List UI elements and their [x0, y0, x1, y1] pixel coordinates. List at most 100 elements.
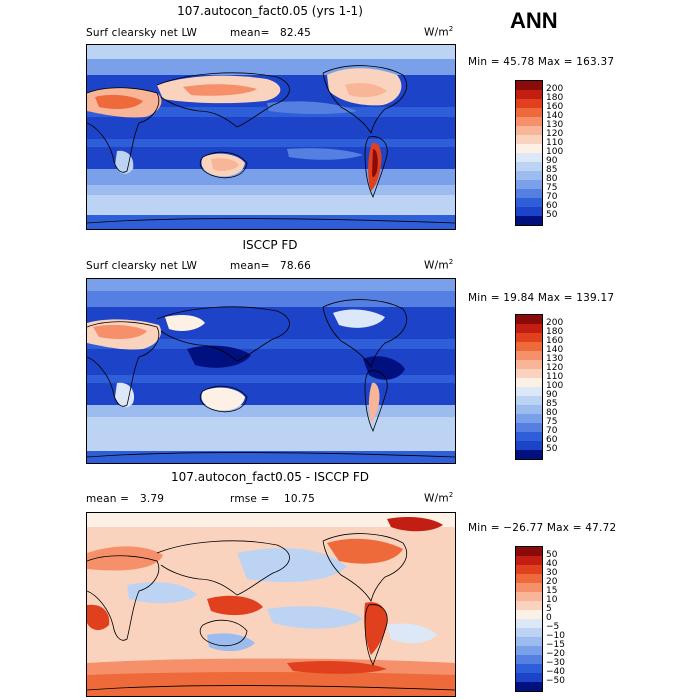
field-label-obs: Surf clearsky net LW	[86, 260, 198, 272]
colorbar-swatch	[516, 592, 542, 601]
colorbar-tick: 130	[546, 120, 564, 130]
colorbar-swatch	[516, 90, 542, 99]
minmax-obs: Min = 19.84 Max = 139.17	[468, 292, 615, 304]
map-panel-obs	[86, 278, 456, 464]
colorbar-swatch	[516, 99, 542, 108]
colorbar-tick: 200	[546, 318, 564, 328]
colorbar-swatch	[516, 646, 542, 655]
colorbar-tick: 50	[546, 210, 558, 220]
colorbar-tick: 90	[546, 156, 558, 166]
colorbar-tick: 100	[546, 147, 564, 157]
colorbar-swatch	[516, 315, 542, 324]
colorbar-swatch	[516, 180, 542, 189]
colorbar-tick: 10	[546, 595, 558, 605]
units-model: W/m2	[424, 25, 454, 39]
colorbar-swatch	[516, 547, 542, 556]
colorbar-tick: 0	[546, 613, 552, 623]
colorbar-swatch	[516, 198, 542, 207]
minmax-model: Min = 45.78 Max = 163.37	[468, 56, 615, 68]
colorbar-tick: 80	[546, 174, 558, 184]
map-panel-model	[86, 44, 456, 230]
mean-label-obs: mean=	[230, 260, 270, 272]
colorbar-tick: 120	[546, 129, 564, 139]
colorbar-tick: −50	[546, 676, 565, 686]
colorbar-tick: 50	[546, 444, 558, 454]
colorbar-swatch	[516, 387, 542, 396]
colorbar-swatch	[516, 441, 542, 450]
colorbar-swatch	[516, 117, 542, 126]
colorbar-swatch	[516, 153, 542, 162]
colorbar-swatch	[516, 565, 542, 574]
colorbar-tick: −30	[546, 658, 565, 668]
colorbar-swatch	[516, 378, 542, 387]
colorbar-swatch	[516, 556, 542, 565]
map-obs-svg	[87, 279, 455, 463]
mean-label-model: mean=	[230, 27, 270, 39]
colorbar-swatch	[516, 324, 542, 333]
colorbar-tick: 200	[546, 84, 564, 94]
panel-title-obs: ISCCP FD	[242, 238, 298, 252]
colorbar-swatch	[516, 216, 542, 225]
mean-value-model: 82.45	[280, 27, 312, 39]
colorbar-swatch	[516, 171, 542, 180]
mean-value-diff: 3.79	[140, 493, 165, 505]
colorbar-swatch	[516, 126, 542, 135]
colorbar-tick: 60	[546, 201, 558, 211]
colorbar-swatch	[516, 673, 542, 682]
colorbar-tick: 130	[546, 354, 564, 364]
colorbar-tick: 70	[546, 426, 558, 436]
colorbar-obs	[515, 314, 543, 460]
colorbar-swatch	[516, 682, 542, 691]
colorbar-swatch	[516, 405, 542, 414]
colorbar-tick: 80	[546, 408, 558, 418]
mean-value-obs: 78.66	[280, 260, 312, 272]
panel-title-diff: 107.autocon_fact0.05 - ISCCP FD	[171, 470, 369, 484]
units-diff: W/m2	[424, 491, 454, 505]
minmax-diff: Min = −26.77 Max = 47.72	[468, 522, 617, 534]
season-label: ANN	[510, 8, 558, 33]
colorbar-swatch	[516, 81, 542, 90]
colorbar-swatch	[516, 574, 542, 583]
colorbar-swatch	[516, 396, 542, 405]
colorbar-tick: −20	[546, 649, 565, 659]
rmse-value-diff: 10.75	[284, 493, 316, 505]
colorbar-swatch	[516, 135, 542, 144]
colorbar-swatch	[516, 655, 542, 664]
colorbar-tick: 180	[546, 327, 564, 337]
colorbar-swatch	[516, 432, 542, 441]
map-panel-diff	[86, 512, 456, 697]
map-model-svg	[87, 45, 455, 229]
colorbar-tick: 85	[546, 399, 558, 409]
colorbar-tick: 140	[546, 111, 564, 121]
colorbar-tick: 110	[546, 138, 564, 148]
colorbar-swatch	[516, 423, 542, 432]
colorbar-swatch	[516, 333, 542, 342]
panel-title-model: 107.autocon_fact0.05 (yrs 1-1)	[177, 4, 363, 18]
colorbar-tick: −40	[546, 667, 565, 677]
colorbar-tick: 180	[546, 93, 564, 103]
rmse-label-diff: rmse =	[230, 493, 270, 505]
colorbar-tick: 15	[546, 586, 558, 596]
colorbar-tick: 75	[546, 417, 558, 427]
colorbar-tick: 50	[546, 550, 558, 560]
colorbar-tick: 20	[546, 577, 558, 587]
colorbar-tick: 90	[546, 390, 558, 400]
colorbar-tick: 5	[546, 604, 552, 614]
colorbar-swatch	[516, 619, 542, 628]
colorbar-swatch	[516, 369, 542, 378]
colorbar-tick: −5	[546, 622, 560, 632]
colorbar-tick: 160	[546, 102, 564, 112]
colorbar-swatch	[516, 583, 542, 592]
colorbar-swatch	[516, 342, 542, 351]
colorbar-tick: 70	[546, 192, 558, 202]
colorbar-swatch	[516, 628, 542, 637]
colorbar-tick: 30	[546, 568, 558, 578]
mean-label-diff: mean =	[86, 493, 130, 505]
units-obs: W/m2	[424, 258, 454, 272]
colorbar-tick: 100	[546, 381, 564, 391]
colorbar-swatch	[516, 450, 542, 459]
colorbar-tick: 140	[546, 345, 564, 355]
colorbar-swatch	[516, 610, 542, 619]
colorbar-swatch	[516, 601, 542, 610]
colorbar-swatch	[516, 351, 542, 360]
